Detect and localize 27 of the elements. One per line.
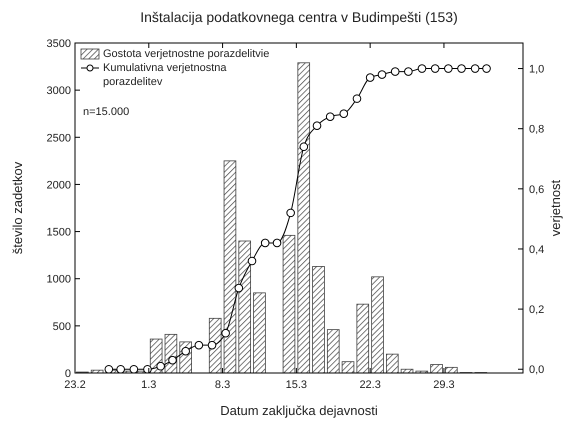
y-tick-label: 3500	[46, 38, 71, 50]
x-tick-label: 23.2	[64, 379, 86, 391]
y-tick-label: 0	[64, 368, 71, 380]
y2-tick-label: 0,6	[529, 184, 544, 196]
legend-label: Kumulativna verjetnostna porazdelitev	[103, 62, 228, 88]
y2-axis-title: verjetnost	[548, 179, 563, 236]
x-tick-label: 29.3	[433, 379, 455, 391]
y2-tick-label: 1,0	[529, 64, 544, 76]
y-tick-label: 1000	[46, 274, 71, 286]
y-tick-label: 3000	[46, 85, 71, 98]
x-tick-label: 22.3	[359, 379, 381, 391]
x-tick-label: 8.3	[214, 379, 230, 391]
x-tick-label: 15.3	[286, 379, 308, 391]
annotation: n=15.000	[83, 106, 130, 118]
y2-tick-label: 0,2	[529, 304, 544, 316]
y-axis-title: število zadetkov	[10, 161, 25, 254]
y2-tick-label: 0,0	[529, 364, 544, 376]
y2-tick-label: 0,4	[529, 244, 544, 256]
y-tick-label: 2500	[46, 132, 71, 144]
x-axis-title: Datum zaključka dejavnosti	[220, 403, 378, 418]
chart-title: Inštalacija podatkovnega centra v Budimpešti (153)	[140, 9, 458, 25]
legend-label: Gostota verjetnostne porazdelitvie	[103, 48, 270, 60]
x-tick-label: 1.3	[141, 379, 156, 391]
y-tick-label: 2000	[46, 179, 71, 192]
y-tick-label: 1500	[46, 226, 71, 239]
y-tick-label: 500	[52, 320, 71, 333]
y2-tick-label: 0,8	[529, 124, 544, 136]
